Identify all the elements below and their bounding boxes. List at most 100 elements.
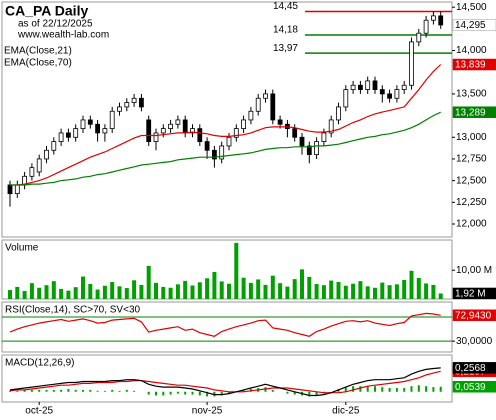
last-value-label: 1,92 M [455, 289, 486, 300]
volume-bar [416, 277, 421, 299]
volume-bar [292, 279, 297, 299]
candle-body [343, 89, 349, 108]
volume-bar [66, 290, 71, 299]
candle-body [423, 19, 429, 34]
volume-bar [146, 265, 151, 299]
candle-body [95, 123, 100, 134]
volume-bar [59, 288, 64, 299]
histogram-bar [366, 386, 369, 392]
histogram-bar [52, 389, 55, 392]
volume-bar [387, 285, 392, 299]
volume-bar [95, 289, 100, 299]
last-value-label: 0,0539 [455, 382, 486, 393]
last-value-box [452, 19, 496, 31]
histogram-bar [191, 391, 194, 395]
volume-bar [373, 287, 377, 299]
volume-bar [380, 282, 385, 299]
candle-body [409, 41, 414, 86]
histogram-bar [220, 391, 223, 396]
candle-body [204, 141, 210, 151]
candle-body [387, 93, 393, 99]
candle-body [146, 119, 152, 143]
volume-bar [314, 284, 319, 299]
candle-body [306, 145, 312, 156]
series-line [10, 111, 441, 186]
candle-body [365, 80, 371, 90]
last-value-box [452, 362, 496, 374]
volume-bar [285, 286, 290, 299]
candle-body [80, 119, 86, 130]
candle-body [211, 149, 217, 160]
volume-bar [212, 271, 217, 299]
series-line [9, 367, 441, 397]
histogram-bar [352, 386, 355, 392]
candle-body [328, 119, 334, 134]
last-value-box [452, 58, 496, 71]
volume-bar [102, 285, 107, 299]
x-tick-label: nov-25 [192, 406, 223, 417]
candle-body [190, 128, 195, 134]
legend-label: EMA(Close,21) [4, 46, 72, 57]
candle-body [299, 136, 305, 147]
candle-body [182, 119, 188, 134]
volume-bar [431, 284, 436, 299]
volume-bar [394, 284, 399, 299]
candle-body [219, 145, 225, 160]
histogram-bar [103, 390, 106, 392]
volume-bar [154, 282, 158, 299]
candle-body [277, 119, 283, 125]
volume-bar [22, 290, 27, 299]
candle-body [248, 110, 254, 121]
candle-body [175, 119, 181, 125]
volume-bar [15, 286, 20, 299]
panel-frame [1, 301, 453, 353]
volume-bar [307, 276, 312, 299]
candle-body [66, 132, 71, 138]
histogram-bar [425, 386, 428, 392]
candle-body [226, 136, 232, 147]
histogram-bar [147, 391, 150, 395]
candle-body [430, 15, 436, 21]
histogram-bar [374, 386, 376, 392]
candle-body [160, 128, 166, 134]
volume-bar [329, 280, 334, 299]
y-tick-label: 14,500 [456, 2, 487, 13]
candle-body [117, 106, 122, 112]
histogram-bar [206, 391, 209, 397]
candle-body [394, 89, 400, 99]
candle-body [270, 93, 276, 121]
y-tick-label: 10,00 M [456, 265, 492, 276]
y-tick-label: 12,250 [456, 197, 487, 208]
histogram-bar [9, 390, 11, 392]
level-label: 14,18 [273, 25, 298, 36]
volume-bar [438, 293, 443, 299]
level-label: 13,97 [273, 43, 298, 54]
panel-title: CA_PA Daily [5, 3, 88, 19]
volume-bar [343, 285, 348, 299]
histogram-bar [74, 389, 77, 392]
candle-body [44, 149, 49, 160]
volume-bar [139, 284, 144, 299]
histogram-bar [242, 389, 245, 392]
volume-bar [190, 285, 195, 299]
candle-body [36, 158, 42, 173]
y-tick-label: 12,750 [456, 154, 487, 165]
subtitle: as of 22/12/2025 [18, 19, 93, 30]
candle-body [7, 184, 13, 195]
volume-bar [73, 287, 78, 299]
y-tick-label: 12,000 [456, 219, 487, 230]
candle-body [255, 97, 261, 112]
volume-bar [117, 286, 122, 299]
histogram-bar [67, 388, 70, 392]
volume-bar [88, 284, 93, 299]
volume-bar [161, 286, 166, 299]
histogram-bar [439, 386, 442, 392]
volume-bar [256, 279, 261, 299]
histogram-bar [176, 391, 179, 394]
last-value-box [452, 287, 496, 300]
histogram-bar [30, 389, 33, 392]
panel-frame [1, 1, 453, 238]
candle-body [138, 97, 144, 108]
volume-bar [37, 287, 42, 299]
series-line [9, 370, 441, 394]
